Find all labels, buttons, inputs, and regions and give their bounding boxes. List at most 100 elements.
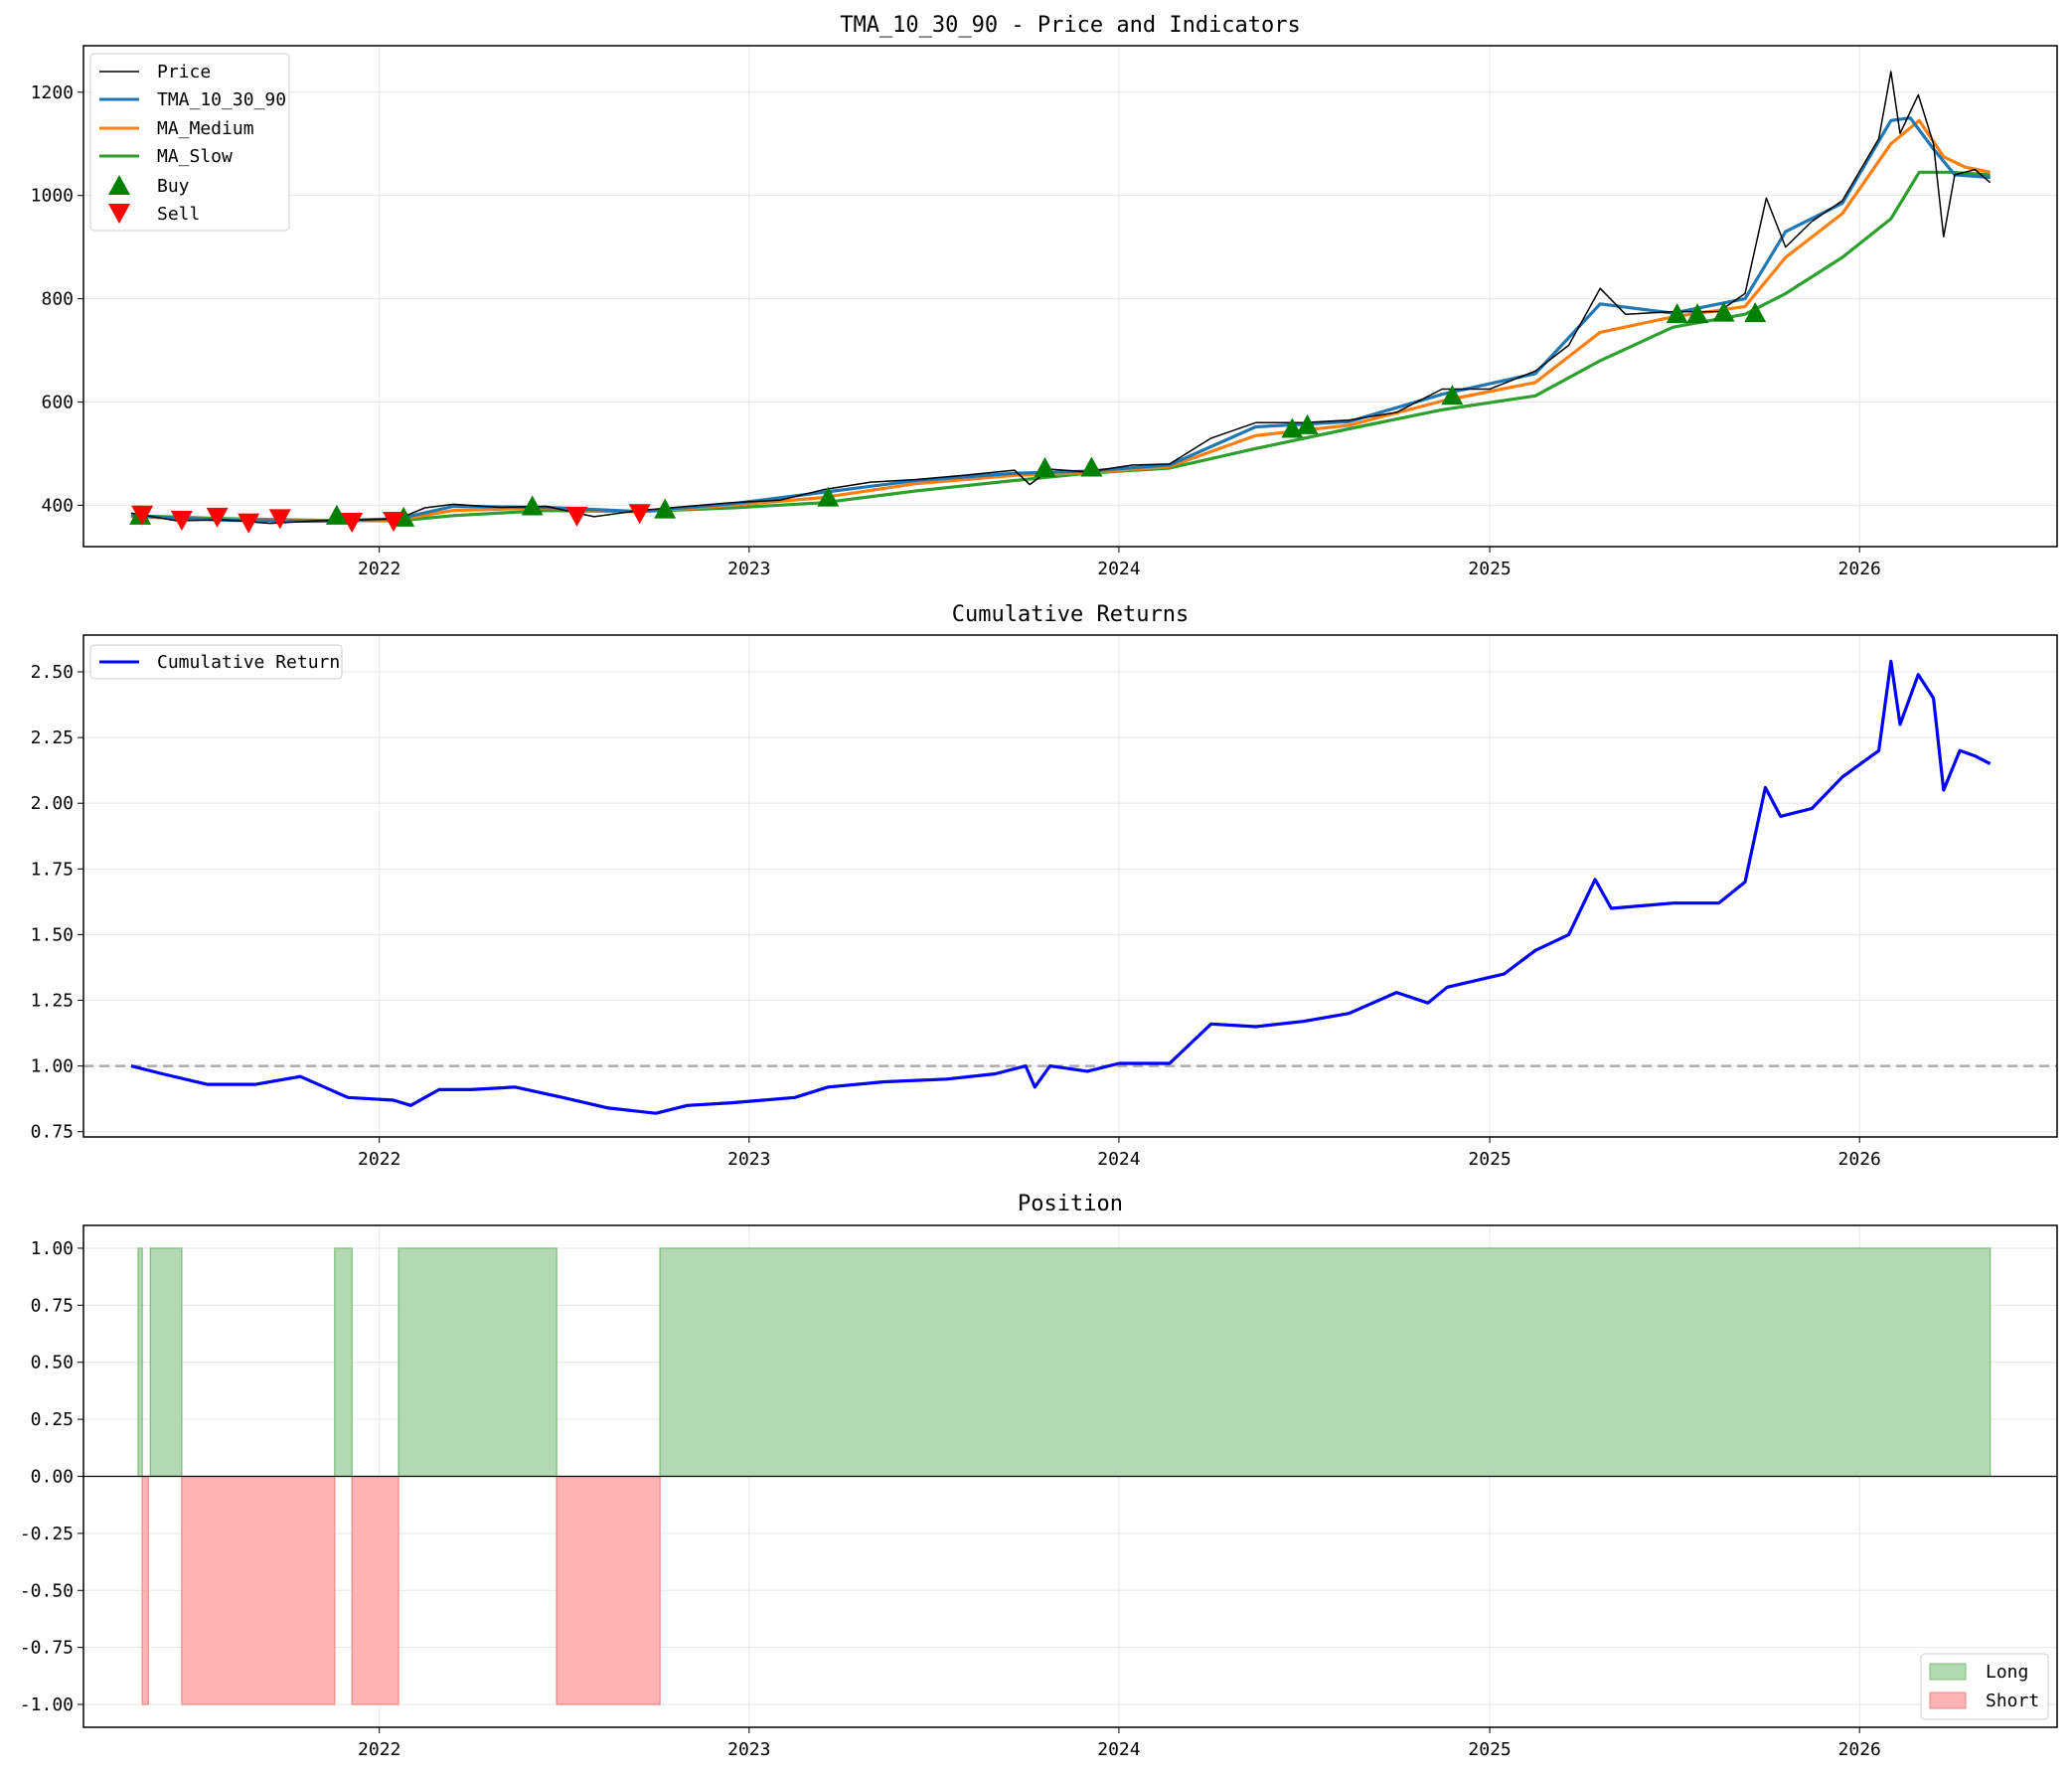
long-position-area: [398, 1247, 558, 1478]
sell-marker: [382, 512, 404, 533]
y-tick-label: 0.75: [31, 1122, 74, 1143]
x-tick-label: 2022: [358, 559, 400, 579]
buy-marker: [325, 504, 348, 525]
x-tick-label: 2024: [1097, 559, 1140, 579]
y-tick-label: 2.00: [31, 793, 74, 814]
sell-marker: [565, 506, 588, 527]
y-tick-label: 1.75: [31, 859, 74, 880]
x-tick-label: 2025: [1468, 559, 1511, 579]
y-tick-label: -0.50: [20, 1580, 74, 1601]
sell-marker: [238, 513, 260, 534]
x-tick-label: 2023: [727, 1149, 770, 1170]
y-tick-label: 2.50: [31, 662, 74, 683]
y-tick-label: 1200: [31, 82, 74, 103]
price-panel-title: TMA_10_30_90 - Price and Indicators: [840, 13, 1301, 38]
buy-marker: [654, 498, 677, 519]
position-x-ticks: 2022 2023 2024 2025 2026: [358, 1727, 1881, 1760]
buy-marker: [1080, 456, 1103, 477]
legend-sell-marker: [108, 204, 130, 224]
returns-plot-area: [83, 659, 2057, 1115]
buy-marker: [1686, 303, 1709, 324]
y-tick-label: 0.50: [31, 1353, 74, 1373]
position-panel-title: Position: [1018, 1192, 1123, 1216]
x-tick-label: 2025: [1468, 1739, 1511, 1760]
short-position-area: [556, 1475, 661, 1705]
price-y-ticks: 400 600 800 1000 1200: [31, 82, 83, 516]
returns-panel: Cumulative Returns 0.75 1.00 1.25 1.50 1.75 2…: [31, 602, 2058, 1170]
y-tick-label: 1000: [31, 186, 74, 207]
short-position-area: [181, 1475, 336, 1705]
y-tick-label: 0.75: [31, 1295, 74, 1316]
legend-sell-label: Sell: [157, 204, 200, 225]
legend-buy-marker: [108, 175, 130, 195]
series-line-ma-medium: [130, 118, 1992, 523]
buy-marker: [1666, 303, 1688, 324]
long-position-area: [137, 1247, 143, 1478]
returns-x-ticks: 2022 2023 2024 2025 2026: [358, 1137, 1881, 1170]
series-line-price: [130, 71, 1992, 525]
legend-short-label: Short: [1986, 1691, 2039, 1711]
short-position-area: [141, 1475, 149, 1705]
legend-buy-label: Buy: [157, 176, 190, 197]
x-tick-label: 2025: [1468, 1149, 1511, 1170]
y-tick-label: 400: [41, 495, 74, 516]
price-legend: Price TMA_10_30_90 MA_Medium MA_Slow Buy…: [89, 53, 290, 232]
y-tick-label: 0.25: [31, 1409, 74, 1430]
y-tick-label: 600: [41, 393, 74, 413]
y-tick-label: -0.25: [20, 1524, 74, 1544]
price-gridlines: [83, 46, 2057, 547]
series-line-ma-slow: [130, 170, 1991, 523]
sell-marker: [131, 505, 154, 526]
y-tick-label: 1.50: [31, 924, 74, 945]
series-line-cumulative-return: [130, 659, 1992, 1115]
x-tick-label: 2026: [1838, 1739, 1881, 1760]
buy-marker: [1034, 457, 1056, 478]
y-tick-label: 2.25: [31, 727, 74, 748]
returns-legend: Cumulative Return: [89, 644, 343, 680]
legend-long-swatch: [1929, 1663, 1967, 1681]
long-position-area: [149, 1247, 183, 1478]
sell-marker: [206, 507, 229, 528]
long-position-area: [334, 1247, 353, 1478]
short-position-area: [351, 1475, 399, 1705]
position-y-ticks: -1.00 -0.75 -0.50 -0.25 0.00 0.25 0.50 0.75 1.00: [20, 1238, 83, 1715]
y-tick-label: 1.00: [31, 1238, 74, 1259]
legend-ma-slow-label: MA_Slow: [157, 146, 233, 167]
buy-marker: [817, 486, 840, 507]
price-x-ticks: 2022 2023 2024 2025 2026: [358, 547, 1881, 579]
x-tick-label: 2024: [1097, 1739, 1140, 1760]
returns-legend-box: [89, 644, 343, 680]
position-plot-area: [83, 1247, 2057, 1705]
x-tick-label: 2023: [727, 559, 770, 579]
returns-y-ticks: 0.75 1.00 1.25 1.50 1.75 2.00 2.25 2.50: [31, 662, 83, 1143]
legend-cumulative-label: Cumulative Return: [157, 652, 340, 673]
sell-marker: [170, 510, 193, 531]
price-panel: TMA_10_30_90 - Price and Indicators 400 6…: [31, 13, 2058, 579]
buy-marker: [1296, 413, 1319, 434]
y-tick-label: 1.00: [31, 1056, 74, 1077]
legend-price-label: Price: [157, 62, 211, 82]
legend-long-label: Long: [1986, 1662, 2028, 1683]
buy-marker: [1441, 385, 1464, 405]
price-legend-box: [89, 53, 290, 232]
returns-axes-frame: [82, 634, 2058, 1138]
x-tick-label: 2022: [358, 1739, 400, 1760]
buy-marker: [1712, 301, 1735, 322]
x-tick-label: 2026: [1838, 1149, 1881, 1170]
buy-marker: [1744, 302, 1767, 323]
sell-marker: [341, 513, 364, 534]
y-tick-label: 1.25: [31, 991, 74, 1012]
price-plot-area: [129, 71, 1992, 534]
sell-marker: [268, 509, 291, 530]
y-tick-label: -1.00: [20, 1694, 74, 1715]
returns-panel-title: Cumulative Returns: [952, 602, 1189, 627]
long-position-area: [659, 1247, 1992, 1478]
sell-marker: [628, 504, 651, 525]
price-axes-frame: [82, 45, 2058, 548]
y-tick-label: 800: [41, 289, 74, 310]
position-panel: Position -1.00 -0.75 -0.50 -0.25 0.00 0.25 0.5…: [20, 1192, 2058, 1760]
y-tick-label: 0.00: [31, 1467, 74, 1488]
x-tick-label: 2026: [1838, 559, 1881, 579]
